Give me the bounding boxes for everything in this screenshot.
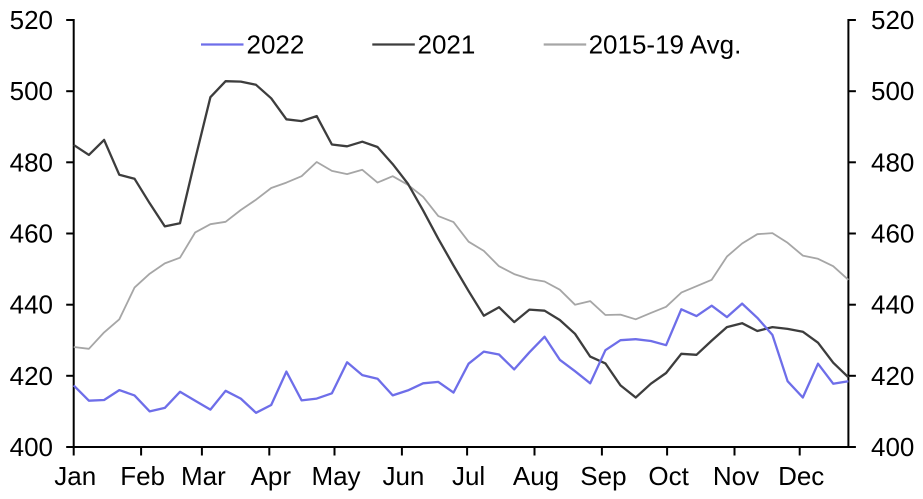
svg-text:520: 520	[10, 5, 53, 35]
svg-text:Aug: Aug	[513, 461, 559, 491]
svg-text:Jun: Jun	[382, 461, 424, 491]
svg-text:400: 400	[10, 432, 53, 462]
svg-text:Apr: Apr	[251, 461, 292, 491]
svg-text:480: 480	[871, 147, 914, 177]
svg-text:2015-19 Avg.: 2015-19 Avg.	[589, 30, 742, 60]
svg-text:Jan: Jan	[54, 461, 96, 491]
svg-text:Mar: Mar	[181, 461, 226, 491]
svg-text:Dec: Dec	[778, 461, 824, 491]
svg-text:420: 420	[871, 361, 914, 391]
svg-text:480: 480	[10, 147, 53, 177]
svg-text:Jul: Jul	[452, 461, 485, 491]
svg-text:400: 400	[871, 432, 914, 462]
svg-text:Feb: Feb	[120, 461, 165, 491]
svg-text:2022: 2022	[247, 30, 305, 60]
svg-text:May: May	[311, 461, 360, 491]
svg-text:500: 500	[871, 76, 914, 106]
svg-text:520: 520	[871, 5, 914, 35]
svg-text:440: 440	[10, 290, 53, 320]
svg-text:420: 420	[10, 361, 53, 391]
svg-text:Sep: Sep	[580, 461, 626, 491]
svg-text:Oct: Oct	[648, 461, 689, 491]
svg-text:Nov: Nov	[713, 461, 759, 491]
svg-text:460: 460	[871, 219, 914, 249]
svg-text:440: 440	[871, 290, 914, 320]
svg-text:2021: 2021	[418, 30, 476, 60]
svg-text:460: 460	[10, 219, 53, 249]
svg-text:500: 500	[10, 76, 53, 106]
